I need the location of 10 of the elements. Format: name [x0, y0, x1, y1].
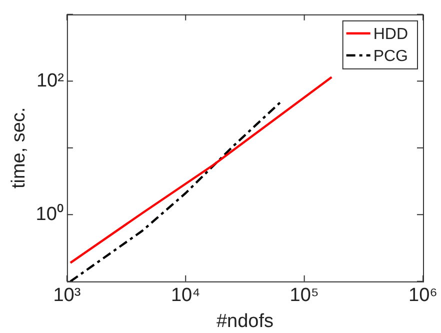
legend-label: PCG	[373, 48, 408, 65]
x-axis-title: #ndofs	[216, 310, 274, 332]
x-tick-label: 10⁵	[290, 285, 319, 306]
x-tick-label: 10³	[53, 285, 81, 306]
y-axis-title: time, sec.	[8, 107, 30, 189]
x-tick-label: 10⁶	[408, 285, 438, 306]
y-tick-label: 10⁰	[36, 202, 64, 225]
x-tick-label: 10⁴	[170, 285, 200, 306]
legend-label: HDD	[373, 26, 408, 43]
y-tick-label: 10²	[36, 70, 64, 92]
